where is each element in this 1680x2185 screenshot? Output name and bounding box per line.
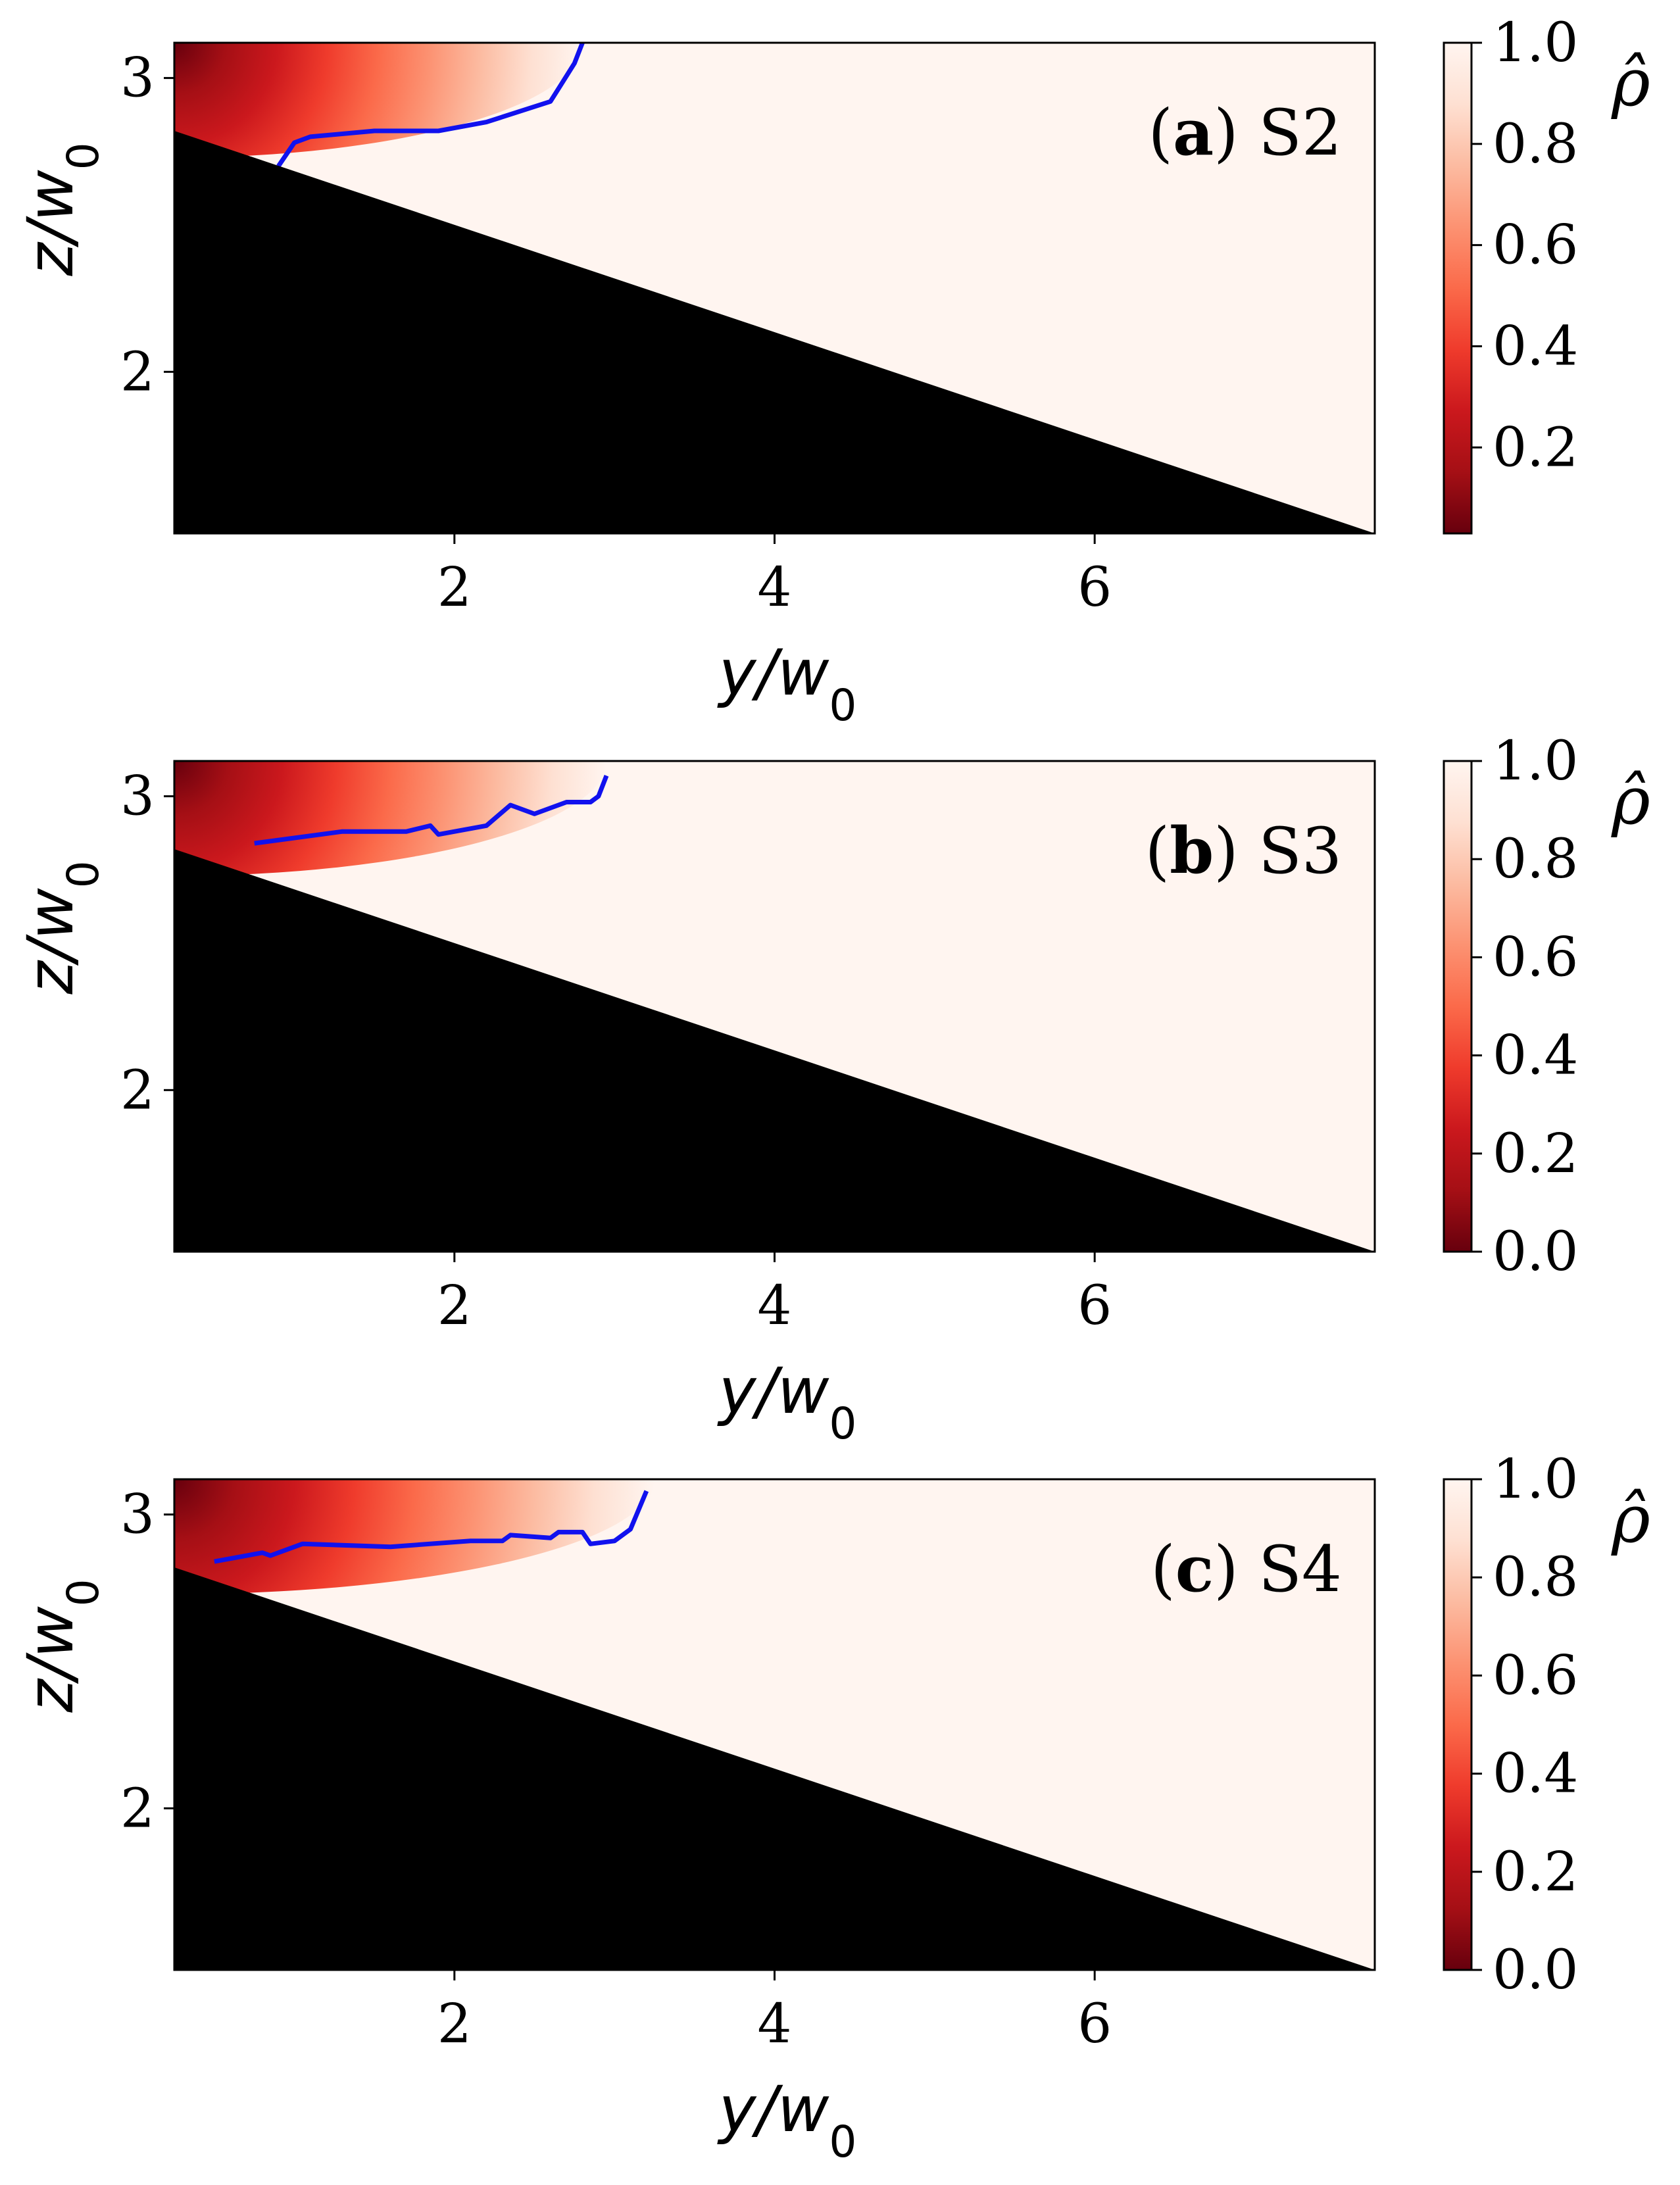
colorbar-tick-label: 0.6 (1493, 1644, 1578, 1707)
colorbar-tick-label: 0.6 (1493, 214, 1578, 277)
colorbar-tick-label: 0.0 (1493, 1939, 1578, 2001)
colorbar-tick-label: 0.8 (1493, 1546, 1578, 1609)
wall-region (174, 1567, 1375, 1970)
x-tick-label: 6 (1077, 1275, 1112, 1337)
density-heat-region (174, 43, 583, 158)
panel-a: 2 4 6 2 3 y/w0 z/w0 (a) S2 0.2 0.4 0.6 0.8 1.0 ρ̂ (14, 12, 1650, 731)
colorbar-tick-label: 0.2 (1493, 1841, 1578, 1903)
colorbar-title: ρ̂ (1611, 44, 1650, 121)
colorbar-tick-label: 0.2 (1493, 1123, 1578, 1185)
y-tick-label: 3 (120, 766, 155, 828)
contour-line (276, 43, 585, 168)
y-tick-label: 3 (120, 47, 155, 110)
x-tick-label: 2 (437, 556, 472, 619)
y-tick-label: 3 (120, 1484, 155, 1546)
y-tick-label: 2 (120, 341, 155, 403)
colorbar-tick-label: 0.4 (1493, 315, 1578, 378)
x-tick-label: 4 (757, 556, 791, 619)
colorbar-tick-label: 0.2 (1493, 416, 1578, 479)
colorbar-tick-label: 0.0 (1493, 1221, 1578, 1283)
panel-label: (b) S3 (1145, 814, 1342, 888)
contour-line (214, 1490, 649, 1564)
x-axis-label: y/w0 (717, 1354, 857, 1449)
panel-label: (a) S2 (1149, 95, 1342, 170)
colorbar-gradient (1443, 41, 1473, 535)
colorbar-tick-label: 0.8 (1493, 113, 1578, 176)
x-tick-label: 6 (1077, 556, 1112, 619)
contour-line (254, 775, 609, 846)
wall-region (174, 131, 1375, 534)
colorbar-tick-label: 0.4 (1493, 1743, 1578, 1805)
y-tick-label: 2 (120, 1777, 155, 1840)
colorbar-tick-label: 1.0 (1493, 1448, 1578, 1511)
y-axis-label: z/w0 (14, 860, 109, 994)
colorbar-title: ρ̂ (1611, 762, 1650, 839)
x-tick-label: 4 (757, 1993, 791, 2055)
y-tick-label: 2 (120, 1059, 155, 1121)
x-tick-label: 2 (437, 1275, 472, 1337)
colorbar-tick-label: 1.0 (1493, 730, 1578, 793)
wall-region (174, 849, 1375, 1252)
colorbar: 0.2 0.4 0.6 0.8 1.0 ρ̂ (1443, 12, 1650, 535)
x-axis-label: y/w0 (717, 2073, 857, 2167)
x-tick-label: 4 (757, 1275, 791, 1337)
density-heat-region (174, 1479, 655, 1594)
colorbar: 0.0 0.2 0.4 0.6 0.8 1.0 ρ̂ (1443, 1448, 1650, 2001)
colorbar-title: ρ̂ (1611, 1481, 1650, 1558)
colorbar-tick-label: 0.6 (1493, 926, 1578, 989)
colorbar-tick-label: 0.8 (1493, 828, 1578, 891)
density-heat-region (174, 761, 606, 876)
y-axis-label: z/w0 (14, 1579, 109, 1713)
colorbar-tick-label: 0.4 (1493, 1025, 1578, 1087)
panel-label: (c) S4 (1150, 1532, 1342, 1606)
y-axis-label: z/w0 (14, 142, 109, 276)
panel-b: 2 4 6 2 3 y/w0 z/w0 (b) S3 0.0 0.2 0.4 0.6 0.8 1.0 ρ̂ (14, 730, 1650, 1449)
colorbar: 0.0 0.2 0.4 0.6 0.8 1.0 ρ̂ (1443, 730, 1650, 1283)
panel-c: 2 4 6 2 3 y/w0 z/w0 (c) S4 0.0 0.2 0.4 0.6 0.8 1.0 ρ̂ (14, 1448, 1650, 2167)
x-axis-label: y/w0 (717, 636, 857, 731)
colorbar-gradient (1443, 1478, 1473, 1971)
x-tick-label: 6 (1077, 1993, 1112, 2055)
x-tick-label: 2 (437, 1993, 472, 2055)
colorbar-gradient (1443, 760, 1473, 1253)
colorbar-tick-label: 1.0 (1493, 12, 1578, 74)
